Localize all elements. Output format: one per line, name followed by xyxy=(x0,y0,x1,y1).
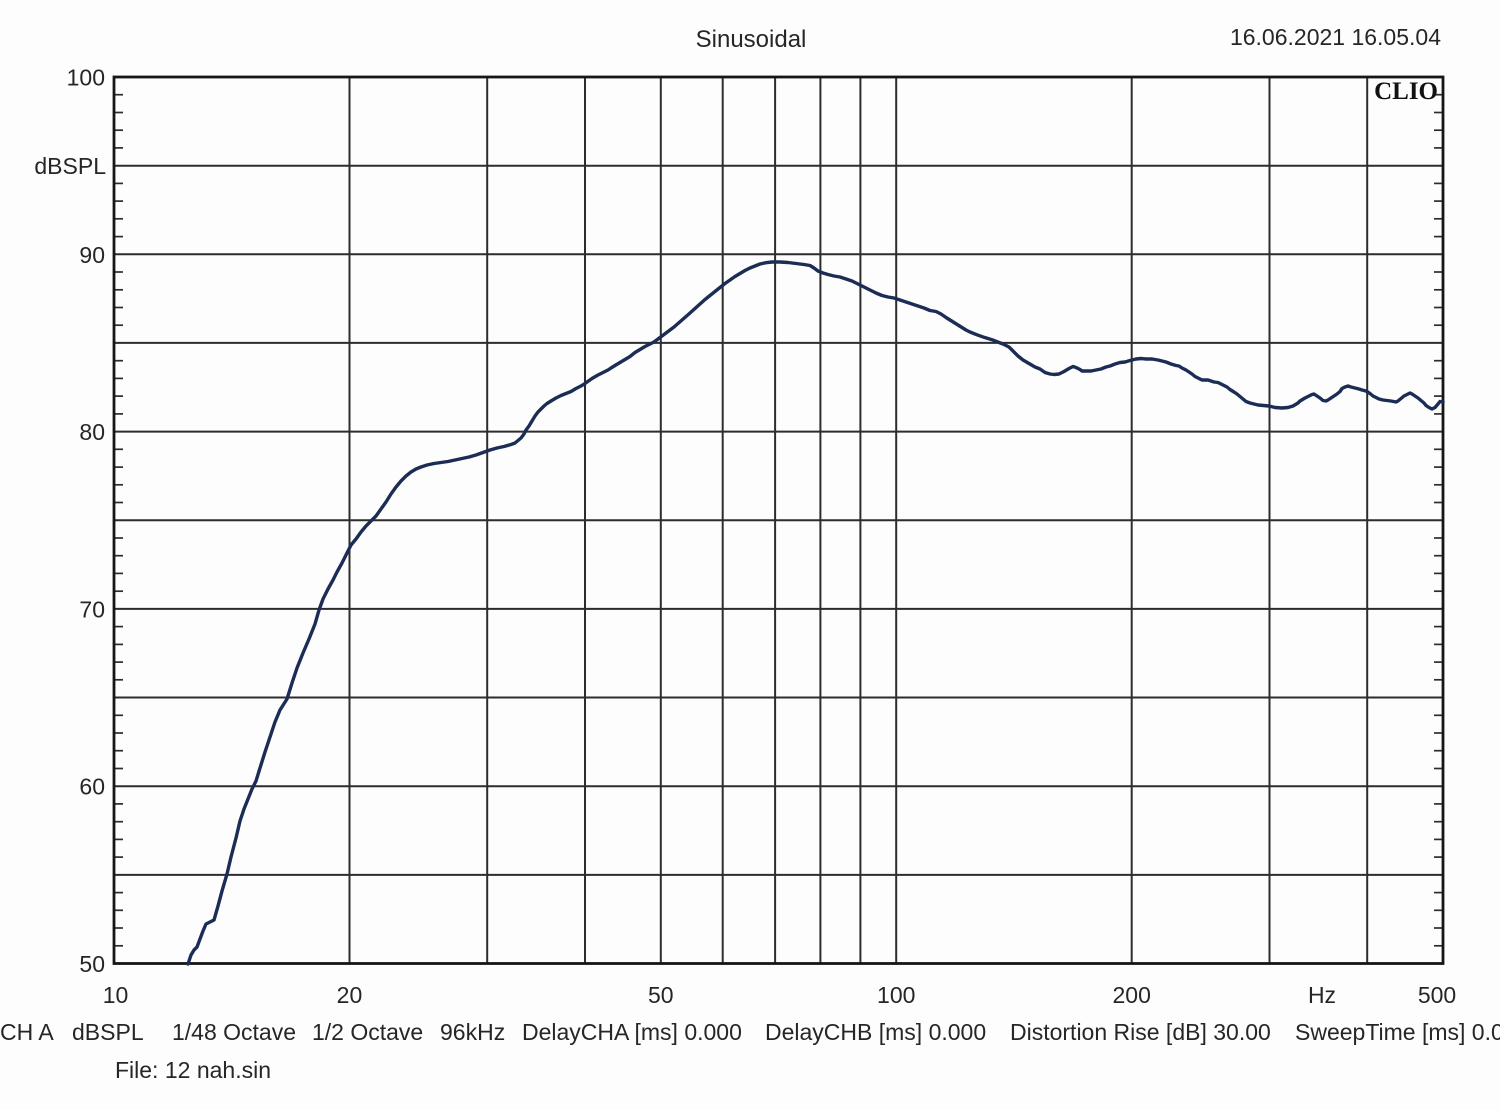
svg-text:70: 70 xyxy=(79,596,105,622)
svg-text:50: 50 xyxy=(648,982,674,1008)
svg-text:1/48 Octave: 1/48 Octave xyxy=(172,1019,296,1045)
svg-text:CLIO: CLIO xyxy=(1374,78,1438,105)
svg-text:CH A: CH A xyxy=(0,1019,54,1045)
svg-text:dBSPL: dBSPL xyxy=(72,1019,144,1045)
svg-text:DelayCHA [ms] 0.000: DelayCHA [ms] 0.000 xyxy=(522,1019,742,1045)
svg-text:16.06.2021 16.05.04: 16.06.2021 16.05.04 xyxy=(1230,24,1441,50)
svg-text:60: 60 xyxy=(79,774,105,800)
svg-text:Sinusoidal: Sinusoidal xyxy=(696,26,807,53)
svg-text:100: 100 xyxy=(877,982,915,1008)
svg-text:200: 200 xyxy=(1113,982,1151,1008)
svg-text:20: 20 xyxy=(337,982,363,1008)
svg-text:File: 12 nah.sin: File: 12 nah.sin xyxy=(115,1057,271,1083)
svg-text:500: 500 xyxy=(1418,982,1456,1008)
svg-text:96kHz: 96kHz xyxy=(440,1019,505,1045)
svg-text:100: 100 xyxy=(67,65,105,91)
svg-text:Hz: Hz xyxy=(1308,982,1336,1008)
svg-text:DelayCHB [ms] 0.000: DelayCHB [ms] 0.000 xyxy=(765,1019,986,1045)
svg-text:90: 90 xyxy=(79,242,105,268)
svg-text:1/2 Octave: 1/2 Octave xyxy=(312,1019,423,1045)
svg-text:dBSPL: dBSPL xyxy=(34,153,106,179)
svg-text:10: 10 xyxy=(103,982,129,1008)
svg-text:80: 80 xyxy=(79,419,105,445)
svg-text:SweepTime [ms] 0.00: SweepTime [ms] 0.00 xyxy=(1295,1019,1500,1045)
svg-text:50: 50 xyxy=(79,951,105,977)
svg-text:Distortion Rise [dB] 30.00: Distortion Rise [dB] 30.00 xyxy=(1010,1019,1271,1045)
